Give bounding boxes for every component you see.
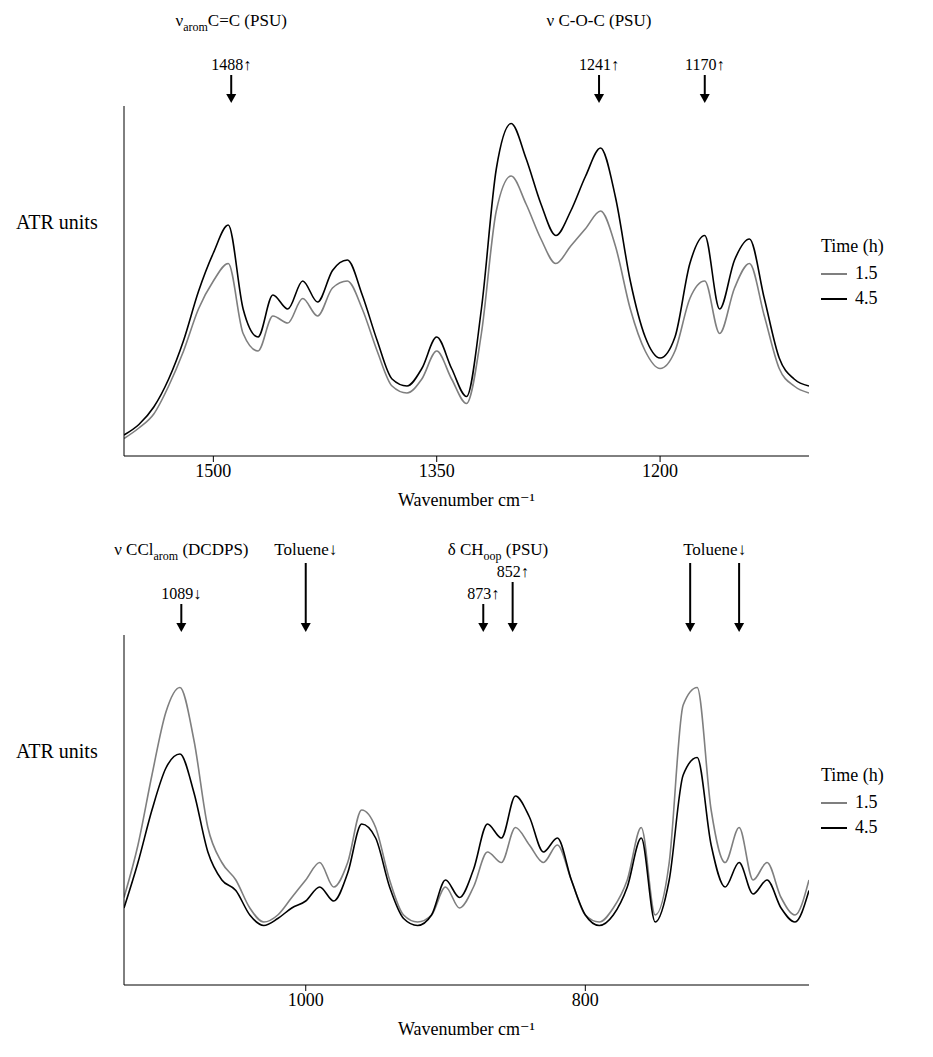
html-text:4.5: 4.5: [855, 817, 878, 837]
svg-text:1170↑: 1170↑: [685, 56, 724, 73]
html-text:4.5: 4.5: [855, 288, 878, 308]
svg-text:1200: 1200: [642, 461, 678, 481]
svg-text:873↑: 873↑: [467, 585, 499, 602]
svg-text:ATR units: ATR units: [16, 211, 98, 233]
svg-text:δ CHoop (PSU): δ CHoop (PSU): [448, 540, 549, 563]
html-text:1.5: 1.5: [855, 792, 878, 812]
html-text:Time (h): Time (h): [821, 765, 884, 785]
svg-text:1241↑: 1241↑: [579, 56, 619, 73]
html-text:Time (h): Time (h): [821, 236, 884, 256]
svg-text:1488↑: 1488↑: [211, 56, 251, 73]
svg-text:800: 800: [572, 990, 599, 1010]
svg-text:Wavenumber cm⁻¹: Wavenumber cm⁻¹: [398, 490, 535, 510]
svg-text:1500: 1500: [195, 461, 231, 481]
svg-text:1089↓: 1089↓: [161, 585, 201, 602]
svg-text:Wavenumber cm⁻¹: Wavenumber cm⁻¹: [398, 1019, 535, 1039]
svg-text:νaromC=C (PSU): νaromC=C (PSU): [176, 11, 287, 34]
svg-text:1000: 1000: [288, 990, 324, 1010]
svg-text:1350: 1350: [419, 461, 455, 481]
svg-text:Toluene↓: Toluene↓: [683, 540, 746, 559]
html-text:1.5: 1.5: [855, 263, 878, 283]
svg-text:852↑: 852↑: [497, 563, 529, 580]
svg-text:ν C-O-C (PSU): ν C-O-C (PSU): [547, 11, 652, 30]
svg-text:ATR units: ATR units: [16, 740, 98, 762]
svg-text:ν CClarom (DCDPS): ν CClarom (DCDPS): [114, 540, 248, 563]
svg-text:Toluene↓: Toluene↓: [274, 540, 337, 559]
